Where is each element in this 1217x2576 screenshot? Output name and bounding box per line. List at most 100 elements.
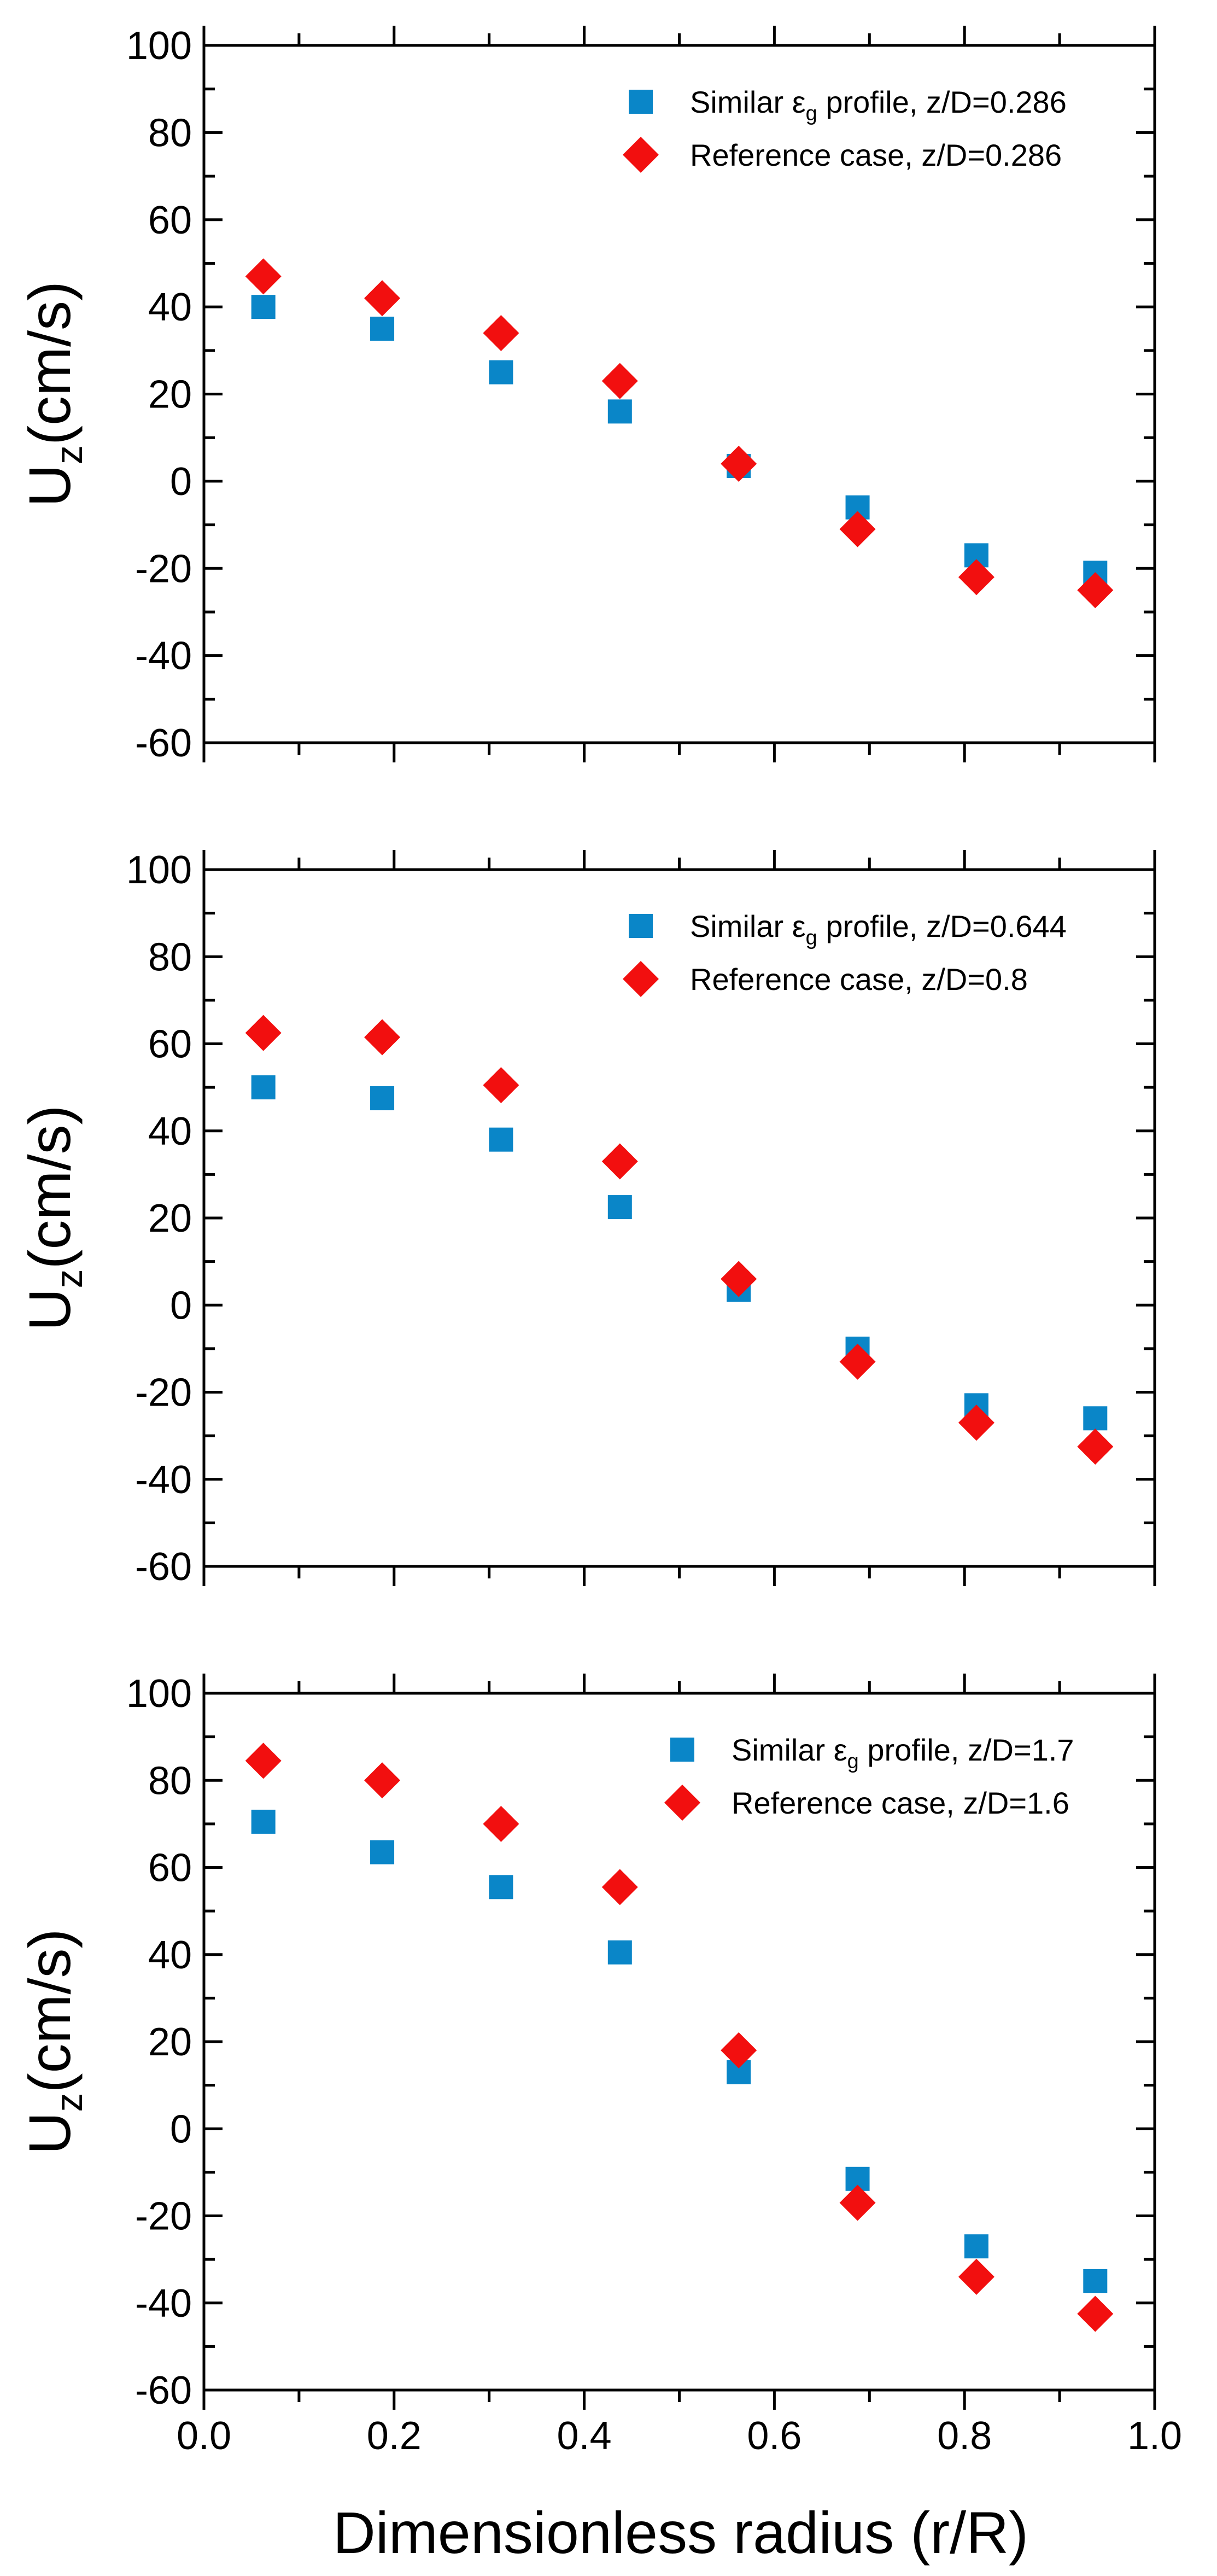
data-point-diamond (839, 511, 876, 547)
y-tick-label: 20 (148, 1197, 192, 1240)
legend-text-sub: g (806, 926, 817, 949)
data-point-diamond (839, 2184, 876, 2221)
legend-text-pre: Reference case, z/D=0.286 (690, 138, 1062, 172)
legend-text-pre: Reference case, z/D=1.6 (732, 1786, 1069, 1820)
x-tick-label: 1.0 (1127, 2414, 1182, 2458)
data-point-square (251, 295, 276, 319)
data-point-square (489, 1127, 513, 1152)
data-point-diamond (245, 1015, 282, 1051)
y-tick-label: -60 (135, 2369, 192, 2412)
legend: Similar εg profile, z/D=1.7 Reference cas… (664, 1733, 1074, 1821)
data-point-square (1083, 1406, 1108, 1431)
series-reference-case (245, 258, 1114, 609)
x-tick-label: 0.2 (367, 2414, 422, 2458)
y-tick-label: 60 (148, 1846, 192, 1890)
y-tick-label: 100 (126, 1672, 192, 1716)
legend-text-post: profile, z/D=0.644 (817, 909, 1067, 943)
legend-label: Reference case, z/D=1.6 (732, 1786, 1069, 1820)
y-tick-label: 40 (148, 1933, 192, 1977)
series-reference-case (245, 1742, 1114, 2332)
legend-label: Similar εg profile, z/D=0.644 (690, 909, 1067, 949)
data-point-diamond (364, 1019, 401, 1056)
legend-text-symbol: ε (792, 85, 806, 119)
series-reference-case (245, 1015, 1114, 1465)
y-axis-label-main: U (16, 1288, 83, 1331)
legend-marker-square (670, 1738, 694, 1762)
legend-label: Similar εg profile, z/D=1.7 (732, 1733, 1074, 1773)
y-tick-label: -60 (135, 1545, 192, 1589)
legend-label: Similar εg profile, z/D=0.286 (690, 85, 1067, 125)
y-tick-label: 0 (170, 2107, 192, 2151)
x-tick-label: 0.4 (557, 2414, 612, 2458)
y-tick-label: 80 (148, 935, 192, 979)
data-point-square (1083, 2269, 1108, 2293)
y-tick-label: 60 (148, 1023, 192, 1066)
data-point-diamond (1077, 572, 1114, 609)
y-axis-label-sub: z (48, 1269, 90, 1288)
legend: Similar εg profile, z/D=0.286 Reference c… (623, 85, 1067, 173)
legend-text-pre: Similar (690, 909, 792, 943)
data-point-square (607, 399, 632, 424)
legend-text-pre: Similar (732, 1733, 834, 1767)
legend-marker-diamond (664, 1785, 700, 1821)
y-tick-label: -40 (135, 1458, 192, 1502)
data-point-diamond (483, 1067, 519, 1104)
y-tick-label: 40 (148, 1110, 192, 1153)
y-tick-label: -20 (135, 2195, 192, 2239)
chart-panel-1: 100 80 60 40 20 0 -20 -40 -60 Uz(cm/s) Similar εg … (16, 24, 1156, 765)
chart-panel-2: 100 80 60 40 20 0 -20 -40 -60 Uz(cm/s) Similar εg … (16, 848, 1156, 1589)
data-point-square (489, 1875, 513, 1899)
x-tick-label: 0.0 (177, 2414, 231, 2458)
data-point-diamond (364, 1762, 401, 1799)
y-tick-label: -40 (135, 2282, 192, 2326)
legend-marker-square (629, 914, 653, 938)
x-tick-label: 0.8 (937, 2414, 992, 2458)
y-tick-label: 0 (170, 1284, 192, 1327)
data-point-diamond (483, 314, 519, 351)
data-point-diamond (1077, 2295, 1114, 2332)
y-tick-label: -40 (135, 634, 192, 678)
y-axis-label: Uz(cm/s) (16, 281, 90, 507)
legend-text-sub: g (806, 102, 817, 125)
legend: Similar εg profile, z/D=0.644 Reference c… (623, 909, 1067, 997)
data-point-square (370, 1840, 395, 1864)
data-point-diamond (245, 258, 282, 295)
y-axis-label-sub: z (48, 2093, 90, 2112)
data-point-diamond (601, 1143, 638, 1180)
y-tick-label: 100 (126, 24, 192, 68)
data-point-diamond (601, 1869, 638, 1905)
data-point-square (607, 1195, 632, 1220)
legend-text-sub: g (847, 1750, 859, 1773)
y-axis-label: Uz(cm/s) (16, 1105, 90, 1331)
y-axis-label: Uz(cm/s) (16, 1929, 90, 2155)
data-point-diamond (721, 2032, 757, 2068)
y-axis-label-rest: (cm/s) (16, 1929, 83, 2093)
legend-marker-diamond (623, 137, 659, 173)
chart-panel-3: 100 80 60 40 20 0 -20 -40 -600.0 0.2 0.4 0.6 0.8 1.0 U… (16, 1672, 1182, 2458)
y-tick-label: 100 (126, 848, 192, 892)
y-tick-label: 20 (148, 2020, 192, 2064)
y-axis-label-main: U (16, 2112, 83, 2154)
data-point-square (370, 1086, 395, 1111)
data-point-diamond (364, 280, 401, 317)
data-point-square (370, 316, 395, 341)
legend-text-pre: Similar (690, 85, 792, 119)
data-point-diamond (601, 363, 638, 399)
data-point-diamond (1077, 1429, 1114, 1465)
legend-text-symbol: ε (792, 909, 806, 943)
legend-text-pre: Reference case, z/D=0.8 (690, 962, 1028, 996)
data-point-square (607, 1940, 632, 1965)
data-point-diamond (839, 1343, 876, 1380)
y-tick-label: 80 (148, 1759, 192, 1803)
y-tick-label: 80 (148, 111, 192, 155)
data-point-diamond (958, 559, 994, 596)
y-tick-label: -20 (135, 547, 192, 591)
legend-label: Reference case, z/D=0.8 (690, 962, 1028, 996)
series-similar-profile (251, 1809, 1108, 2293)
y-axis-label-rest: (cm/s) (16, 1105, 83, 1269)
data-point-square (251, 1809, 276, 1834)
series-similar-profile (251, 1075, 1108, 1431)
data-point-square (251, 1075, 276, 1100)
y-tick-label: 0 (170, 460, 192, 504)
